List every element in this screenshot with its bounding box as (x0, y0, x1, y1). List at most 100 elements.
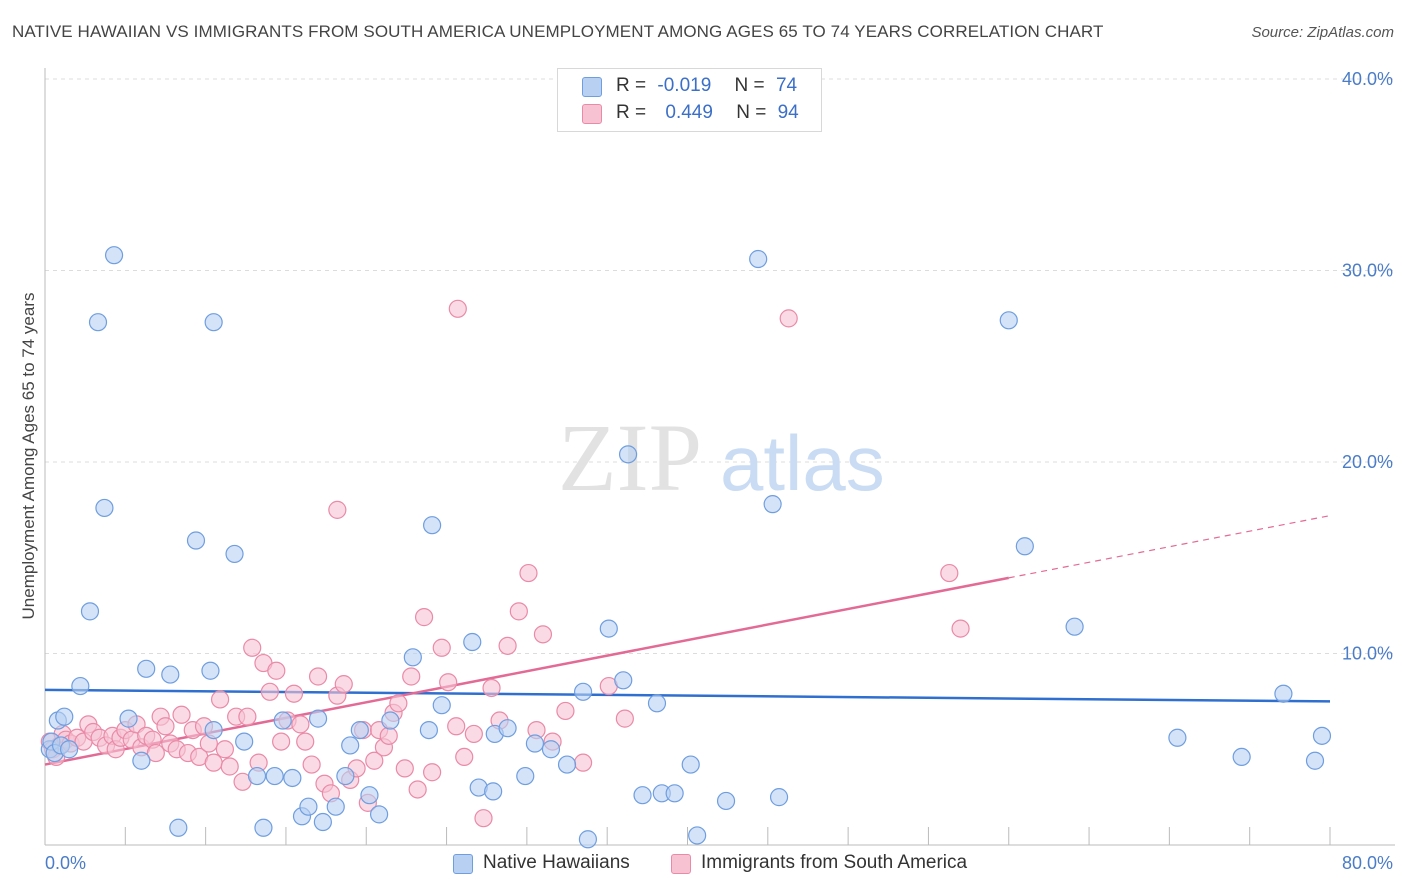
point-immigrants-south-america (267, 661, 286, 680)
point-immigrants-south-america (940, 563, 959, 583)
y-tick-label: 40.0% (1342, 69, 1393, 89)
y-tick-label: 10.0% (1342, 644, 1393, 664)
point-native-hawaiians (55, 707, 74, 726)
point-native-hawaiians (370, 805, 389, 824)
point-immigrants-south-america (291, 715, 310, 734)
point-native-hawaiians (681, 755, 700, 774)
gridlines (45, 78, 1395, 654)
point-immigrants-south-america (365, 751, 384, 770)
point-immigrants-south-america (260, 682, 279, 701)
point-native-hawaiians (235, 732, 254, 751)
point-native-hawaiians (59, 740, 79, 759)
point-immigrants-south-america (172, 705, 191, 724)
point-native-hawaiians (265, 766, 284, 786)
point-native-hawaiians (225, 544, 244, 564)
point-immigrants-south-america (519, 563, 538, 583)
point-immigrants-south-america (238, 707, 257, 726)
y-axis-label: Unemployment Among Ages 65 to 74 years (19, 293, 38, 620)
point-native-hawaiians (463, 632, 482, 652)
point-native-hawaiians (254, 818, 273, 837)
point-immigrants-south-america (302, 755, 321, 774)
point-immigrants-south-america (389, 694, 408, 713)
point-immigrants-south-america (379, 726, 398, 745)
series-swatch-pink (671, 854, 691, 874)
point-native-hawaiians (336, 766, 355, 786)
point-native-hawaiians (419, 720, 438, 740)
point-native-hawaiians (273, 711, 292, 730)
point-native-hawaiians (763, 495, 782, 514)
point-native-hawaiians (498, 719, 517, 738)
point-native-hawaiians (557, 755, 577, 774)
axes (44, 68, 1395, 846)
point-native-hawaiians (1065, 617, 1084, 636)
point-native-hawaiians (132, 751, 151, 770)
point-immigrants-south-america (423, 763, 442, 782)
point-native-hawaiians (578, 830, 598, 849)
point-immigrants-south-america (573, 753, 593, 772)
trend-line-native-hawaiians (44, 688, 1331, 703)
point-immigrants-south-america (328, 500, 347, 519)
legend-r-label: R = (616, 102, 647, 123)
point-immigrants-south-america (951, 619, 970, 638)
point-native-hawaiians (326, 797, 345, 816)
point-native-hawaiians (749, 249, 768, 269)
point-immigrants-south-america (402, 667, 421, 686)
point-immigrants-south-america (448, 299, 467, 318)
legend-n-label: N = (734, 75, 765, 96)
point-immigrants-south-america (220, 757, 239, 776)
point-native-hawaiians (119, 709, 138, 728)
point-immigrants-south-america (779, 309, 798, 328)
point-immigrants-south-america (474, 809, 493, 828)
chart-source: Source: ZipAtlas.com (1251, 24, 1394, 41)
point-native-hawaiians (1232, 747, 1251, 767)
point-immigrants-south-america (243, 638, 262, 657)
x-tick-label: 80.0% (1342, 853, 1393, 873)
point-native-hawaiians (186, 531, 206, 550)
series-legend: Native Hawaiians Immigrants from South A… (0, 852, 1406, 878)
point-immigrants-south-america (272, 732, 291, 751)
point-native-hawaiians (350, 720, 369, 740)
point-native-hawaiians (647, 694, 667, 713)
point-native-hawaiians (1312, 726, 1332, 745)
point-immigrants-south-america (284, 684, 304, 703)
correlation-legend: R = -0.019 N = 74 R = 0.449 N = 94 (557, 68, 822, 132)
point-native-hawaiians (614, 671, 633, 690)
point-immigrants-south-america (615, 709, 634, 728)
point-native-hawaiians (80, 602, 100, 621)
point-immigrants-south-america (215, 740, 234, 759)
point-immigrants-south-america (432, 638, 451, 657)
x-tick-label: 0.0% (45, 853, 86, 873)
point-immigrants-south-america (156, 717, 175, 736)
point-native-hawaiians (665, 784, 684, 803)
point-native-hawaiians (769, 788, 789, 807)
point-native-hawaiians (541, 740, 561, 759)
point-native-hawaiians (633, 786, 652, 805)
point-immigrants-south-america (414, 608, 434, 627)
point-immigrants-south-america (334, 675, 353, 694)
series-swatch-blue (453, 854, 473, 874)
y-tick-label: 30.0% (1342, 261, 1393, 281)
point-native-hawaiians (360, 786, 379, 805)
point-native-hawaiians (1168, 728, 1187, 747)
point-native-hawaiians (88, 313, 108, 332)
point-immigrants-south-america (308, 667, 328, 686)
point-native-hawaiians (432, 696, 451, 715)
point-native-hawaiians (201, 661, 220, 680)
point-immigrants-south-america (146, 743, 165, 763)
point-immigrants-south-america (447, 717, 466, 736)
data-points (40, 246, 1332, 849)
point-immigrants-south-america (204, 753, 223, 772)
point-native-hawaiians (716, 791, 736, 811)
legend-r-value: 0.449 (665, 102, 713, 123)
point-immigrants-south-america (482, 678, 501, 698)
point-native-hawaiians (341, 736, 360, 755)
legend-n-value: 74 (775, 75, 798, 96)
point-native-hawaiians (484, 782, 503, 801)
point-native-hawaiians (599, 619, 618, 638)
legend-n-label: N = (736, 102, 767, 123)
point-native-hawaiians (137, 659, 156, 678)
point-native-hawaiians (688, 826, 707, 845)
point-native-hawaiians (381, 711, 400, 730)
point-native-hawaiians (1274, 684, 1293, 703)
point-immigrants-south-america (509, 602, 528, 621)
